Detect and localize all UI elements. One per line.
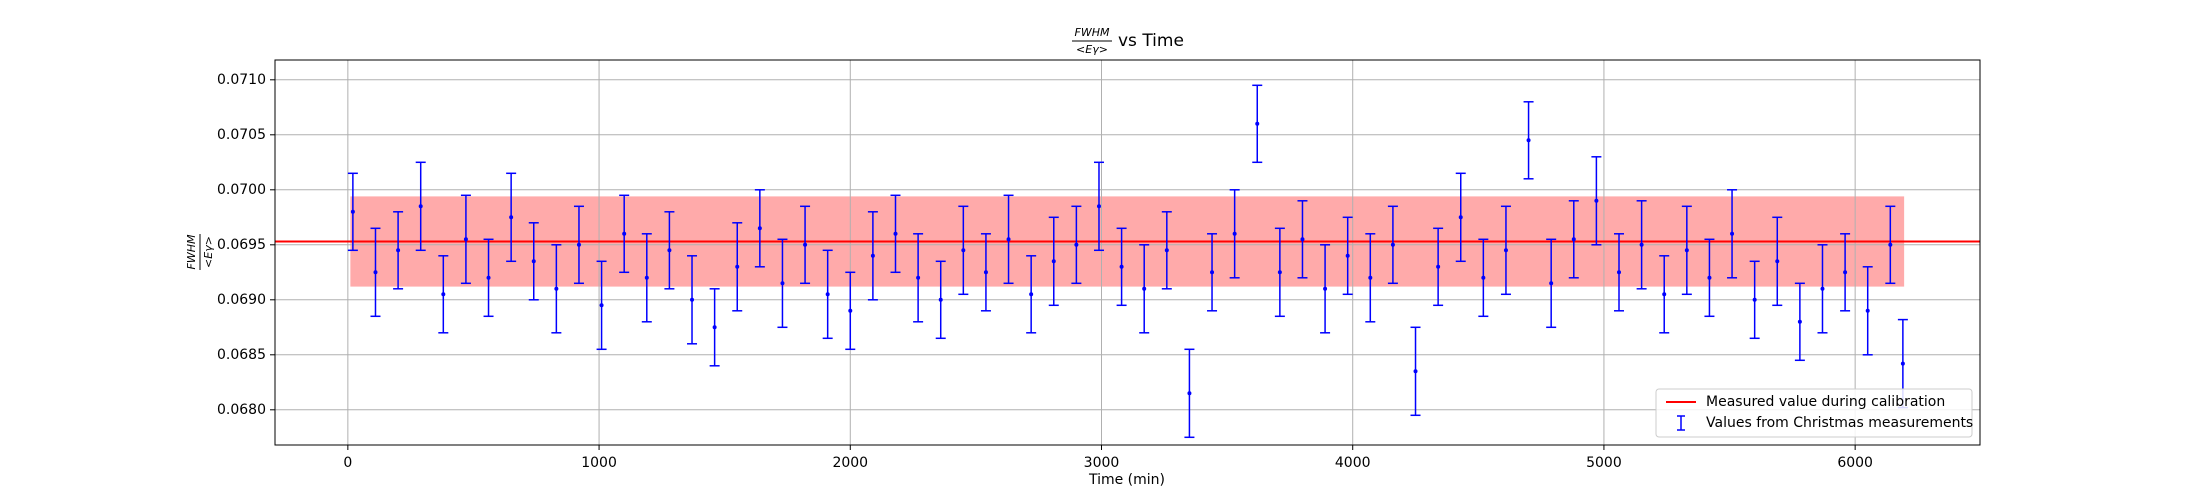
y-tick-label: 0.0700: [217, 182, 266, 198]
data-point: [712, 325, 717, 330]
title-numerator: FWHM: [1075, 26, 1110, 39]
plot-frame: [274, 59, 1981, 446]
data-point: [1006, 237, 1011, 242]
data-point: [644, 275, 649, 280]
data-point: [1119, 264, 1124, 269]
data-point: [1594, 198, 1599, 203]
data-point: [1730, 231, 1735, 236]
data-point: [1617, 270, 1622, 275]
data-point: [531, 259, 536, 264]
data-point: [1390, 242, 1395, 247]
data-point: [373, 270, 378, 275]
x-label: Time (min): [1088, 472, 1165, 488]
data-point: [622, 231, 627, 236]
y-tick-label: 0.0710: [217, 72, 266, 88]
data-point: [1526, 138, 1531, 143]
data-point: [463, 237, 468, 242]
data-point: [350, 209, 355, 214]
data-point: [1707, 275, 1712, 280]
ylabel-numerator: FWHM: [185, 234, 198, 269]
title-suffix: vs Time: [1118, 31, 1184, 51]
data-point: [690, 297, 695, 302]
data-point: [983, 270, 988, 275]
title-denominator: <Eγ>: [1076, 43, 1108, 56]
data-point: [441, 292, 446, 297]
data-point: [1571, 237, 1576, 242]
data-point: [576, 242, 581, 247]
legend-box: [1655, 388, 1973, 438]
data-point: [1232, 231, 1237, 236]
data-point: [1029, 292, 1034, 297]
data-point: [825, 292, 830, 297]
data-point: [870, 253, 875, 258]
data-point: [1865, 308, 1870, 313]
data-point: [486, 275, 491, 280]
data-point: [1436, 264, 1441, 269]
data-point: [938, 297, 943, 302]
y-tick-label: 0.0685: [217, 347, 266, 363]
data-point: [1843, 270, 1848, 275]
data-point: [599, 303, 604, 308]
data-point: [1797, 319, 1802, 324]
data-point: [554, 286, 559, 291]
data-point: [1074, 242, 1079, 247]
data-point: [509, 215, 514, 220]
data-point: [1662, 292, 1667, 297]
ylabel-denominator: <Eγ>: [202, 236, 215, 268]
data-point: [1187, 391, 1192, 396]
data-point: [1503, 248, 1508, 253]
data-point: [1888, 242, 1893, 247]
x-tick-label: 6000: [1837, 455, 1873, 471]
data-point: [1413, 369, 1418, 374]
legend: Measured value during calibration Values …: [1655, 388, 1973, 438]
data-point: [396, 248, 401, 253]
data-point: [1684, 248, 1689, 253]
data-point: [1164, 248, 1169, 253]
data-point: [1096, 204, 1101, 209]
data-point: [1820, 286, 1825, 291]
data-point: [1639, 242, 1644, 247]
data-point: [735, 264, 740, 269]
legend-label: Values from Christmas measurements: [1706, 415, 1973, 431]
data-point: [757, 226, 762, 231]
x-tick-label: 4000: [1335, 455, 1371, 471]
data-point: [848, 308, 853, 313]
data-point: [1323, 286, 1328, 291]
data-point: [1300, 237, 1305, 242]
y-tick-label: 0.0690: [217, 292, 266, 308]
x-tick-label: 1000: [581, 455, 617, 471]
data-point: [1549, 281, 1554, 286]
x-tick-label: 0: [343, 455, 352, 471]
data-point: [1210, 270, 1215, 275]
data-point: [1368, 275, 1373, 280]
data-point: [1458, 215, 1463, 220]
data-point: [780, 281, 785, 286]
data-point: [418, 204, 423, 209]
data-point: [1051, 259, 1056, 264]
data-point: [1277, 270, 1282, 275]
y-label: FWHM <Eγ>: [185, 234, 215, 270]
data-point: [1142, 286, 1147, 291]
data-point: [961, 248, 966, 253]
data-point: [1255, 121, 1260, 126]
legend-label: Measured value during calibration: [1706, 394, 1945, 410]
data-point: [803, 242, 808, 247]
data-point: [667, 248, 672, 253]
data-point: [1775, 259, 1780, 264]
x-tick-label: 3000: [1084, 455, 1120, 471]
data-point: [1900, 361, 1905, 366]
data-point: [916, 275, 921, 280]
data-point: [1345, 253, 1350, 258]
data-point: [1481, 275, 1486, 280]
y-tick-label: 0.0705: [217, 127, 266, 143]
x-tick-label: 2000: [832, 455, 868, 471]
x-tick-label: 5000: [1586, 455, 1622, 471]
y-tick-label: 0.0680: [217, 402, 266, 418]
data-point: [1752, 297, 1757, 302]
data-point: [893, 231, 898, 236]
y-tick-label: 0.0695: [217, 237, 266, 253]
